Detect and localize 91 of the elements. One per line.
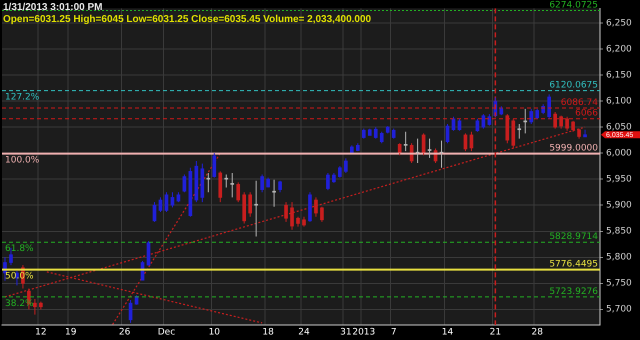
x-tick-label: 31 [340, 328, 352, 338]
candlestick [470, 131, 474, 152]
y-tick-label: 5,950 [606, 174, 632, 185]
chart-title: 1/31/2013 3:01:00 PM [3, 2, 104, 14]
candlestick [302, 216, 306, 228]
text: Open=6031.25 High=6045 Low=6031.25 Close=6035.45 Volume= 2,033,400.000 [3, 14, 372, 26]
candlestick [158, 196, 162, 213]
candlestick [482, 114, 486, 130]
y-tick-label: 6,150 [606, 70, 632, 80]
candlestick [260, 174, 264, 193]
candlestick [446, 124, 450, 144]
x-tick-label: 7 [390, 328, 397, 338]
candlestick [338, 166, 342, 178]
x-tick-label: 14 [442, 328, 454, 338]
x-tick-label: 21 [490, 328, 502, 338]
ref-line-label: 5776.4495 [549, 259, 598, 270]
x-tick-label: 10 [208, 328, 220, 338]
ref-line-label: 6086.74 [560, 98, 598, 108]
ref-line-label: 6120.0675 [549, 80, 598, 90]
x-tick-label: 28 [531, 328, 544, 338]
candlestick [176, 192, 180, 203]
candlestick [458, 118, 462, 132]
y-tick-label: 6,200 [606, 44, 632, 54]
candlestick [290, 202, 294, 230]
x-tick-label: Dec [158, 328, 176, 338]
candlestick [386, 126, 390, 134]
candlestick [188, 167, 192, 218]
candlestick [194, 160, 198, 203]
candlestick [362, 128, 366, 140]
candlestick [332, 172, 336, 184]
candlestick [428, 138, 432, 158]
candlestick [326, 172, 330, 191]
candlestick [344, 158, 348, 174]
candlestick [464, 132, 468, 152]
candlestick [164, 192, 168, 213]
y-tick-label: 6,050 [606, 122, 632, 132]
candlestick [170, 192, 174, 208]
candlestick [583, 129, 587, 138]
candlestick [266, 177, 270, 188]
x-tick-label: 18 [262, 328, 274, 338]
y-tick-label: 5,850 [606, 226, 632, 237]
y-tick-label: 6,250 [606, 18, 632, 28]
candlestick [242, 192, 246, 224]
candlestick [488, 114, 492, 126]
candlestick [422, 132, 426, 156]
x-tick-label: 24 [298, 328, 310, 338]
candlestick [380, 131, 384, 144]
candlestick [284, 202, 288, 222]
annotation: 100.0% [5, 156, 40, 166]
x-tick-label: 19 [65, 328, 77, 338]
candlestick [236, 182, 240, 203]
y-tick-label: 5,700 [606, 304, 632, 315]
annotation: 61.8% [5, 244, 34, 254]
candlestick [212, 152, 216, 178]
candlestick [308, 192, 312, 222]
candlestick [200, 163, 204, 203]
ref-line-label: 6066 [575, 108, 598, 119]
ref-line-label: 5723.9276 [549, 286, 598, 297]
candlestick [128, 300, 132, 324]
candlestick [320, 206, 324, 222]
x-tick-label: 2013 [352, 328, 376, 338]
candlestick [146, 240, 150, 266]
x-tick-label: 26 [118, 328, 131, 338]
candlestick [248, 192, 252, 218]
candlestick [182, 174, 186, 193]
ref-line-label: 5828.9714 [549, 232, 598, 242]
candlestick [547, 94, 551, 120]
y-tick-label: 5,800 [606, 252, 632, 263]
candlestick [278, 180, 282, 193]
candlestick [535, 108, 540, 120]
candlestick [500, 106, 504, 116]
x-tick-label: 12 [35, 328, 47, 338]
candlestick [152, 202, 156, 222]
candlestick [374, 126, 378, 140]
candlestick [452, 116, 456, 132]
y-tick-label: 5,750 [606, 278, 632, 289]
candlestick [392, 128, 396, 140]
candlestick [368, 128, 372, 136]
candlestick [529, 108, 534, 124]
y-tick-label: 5,900 [606, 200, 632, 211]
candlestick [218, 170, 222, 203]
candlestick [314, 196, 318, 218]
ref-line-label: 6274.0725 [549, 0, 598, 10]
candlestick [356, 142, 360, 151]
y-tick-label: 6,100 [606, 96, 632, 106]
candlestick [296, 216, 300, 228]
ref-line-label: 5999.0000 [549, 144, 598, 154]
candlestick [134, 294, 138, 304]
annotation: 127.2% [5, 92, 40, 102]
candlestick [476, 118, 480, 132]
y-tick-label: 6,000 [606, 148, 632, 159]
